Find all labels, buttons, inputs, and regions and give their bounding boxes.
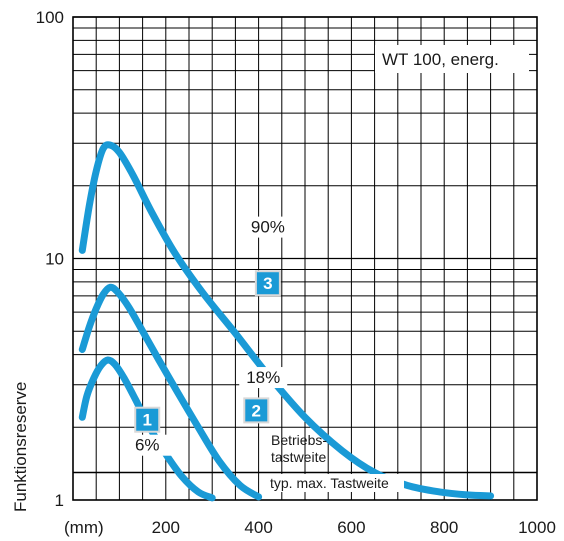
max-range-label-background (268, 474, 404, 492)
plot-frame (72, 16, 538, 501)
max-range-label: typ. max. Tastweite (270, 475, 389, 491)
series-badges: 1 6% 2 18% 3 90% (123, 216, 292, 456)
reflectance-label-background (243, 216, 292, 238)
series-badge-1 (134, 406, 161, 433)
reflectance-label-background (123, 434, 172, 456)
series-badge-number: 1 (143, 411, 152, 430)
x-tick-label: 400 (244, 518, 272, 537)
x-unit-label: (mm) (64, 518, 104, 537)
operating-range-label-line2: tastweite (271, 449, 326, 465)
series-curve-1 (78, 356, 216, 502)
x-tick-label: 1000 (518, 518, 556, 537)
grid (72, 16, 538, 501)
series-badge-2 (243, 397, 270, 424)
series-badge-3 (254, 270, 281, 297)
y-tick-label: 1 (55, 491, 64, 510)
panel-label-background (375, 45, 529, 73)
panel-label: WT 100, energ. (382, 50, 499, 69)
x-tick-label: 800 (430, 518, 458, 537)
series-badge-number: 2 (252, 401, 261, 420)
curves (78, 141, 495, 502)
y-tick-label: 10 (45, 250, 64, 269)
x-tick-label: 200 (152, 518, 180, 537)
reflectance-label-2: 18% (246, 368, 280, 387)
series-curve-3 (78, 141, 495, 500)
reflectance-label-1: 6% (135, 436, 160, 455)
tick-labels: 200 400 600 800 1000 1 10 100 (36, 8, 556, 537)
operating-range-label-line1: Betriebs- (271, 432, 327, 448)
reflectance-label-background (239, 367, 288, 389)
y-axis-label: Funktionsreserve (11, 382, 30, 512)
series-curve-2 (78, 283, 263, 501)
series-badge-number: 3 (263, 274, 272, 293)
reflectance-label-3: 90% (251, 218, 285, 237)
y-tick-label: 100 (36, 8, 64, 27)
x-tick-label: 600 (337, 518, 365, 537)
